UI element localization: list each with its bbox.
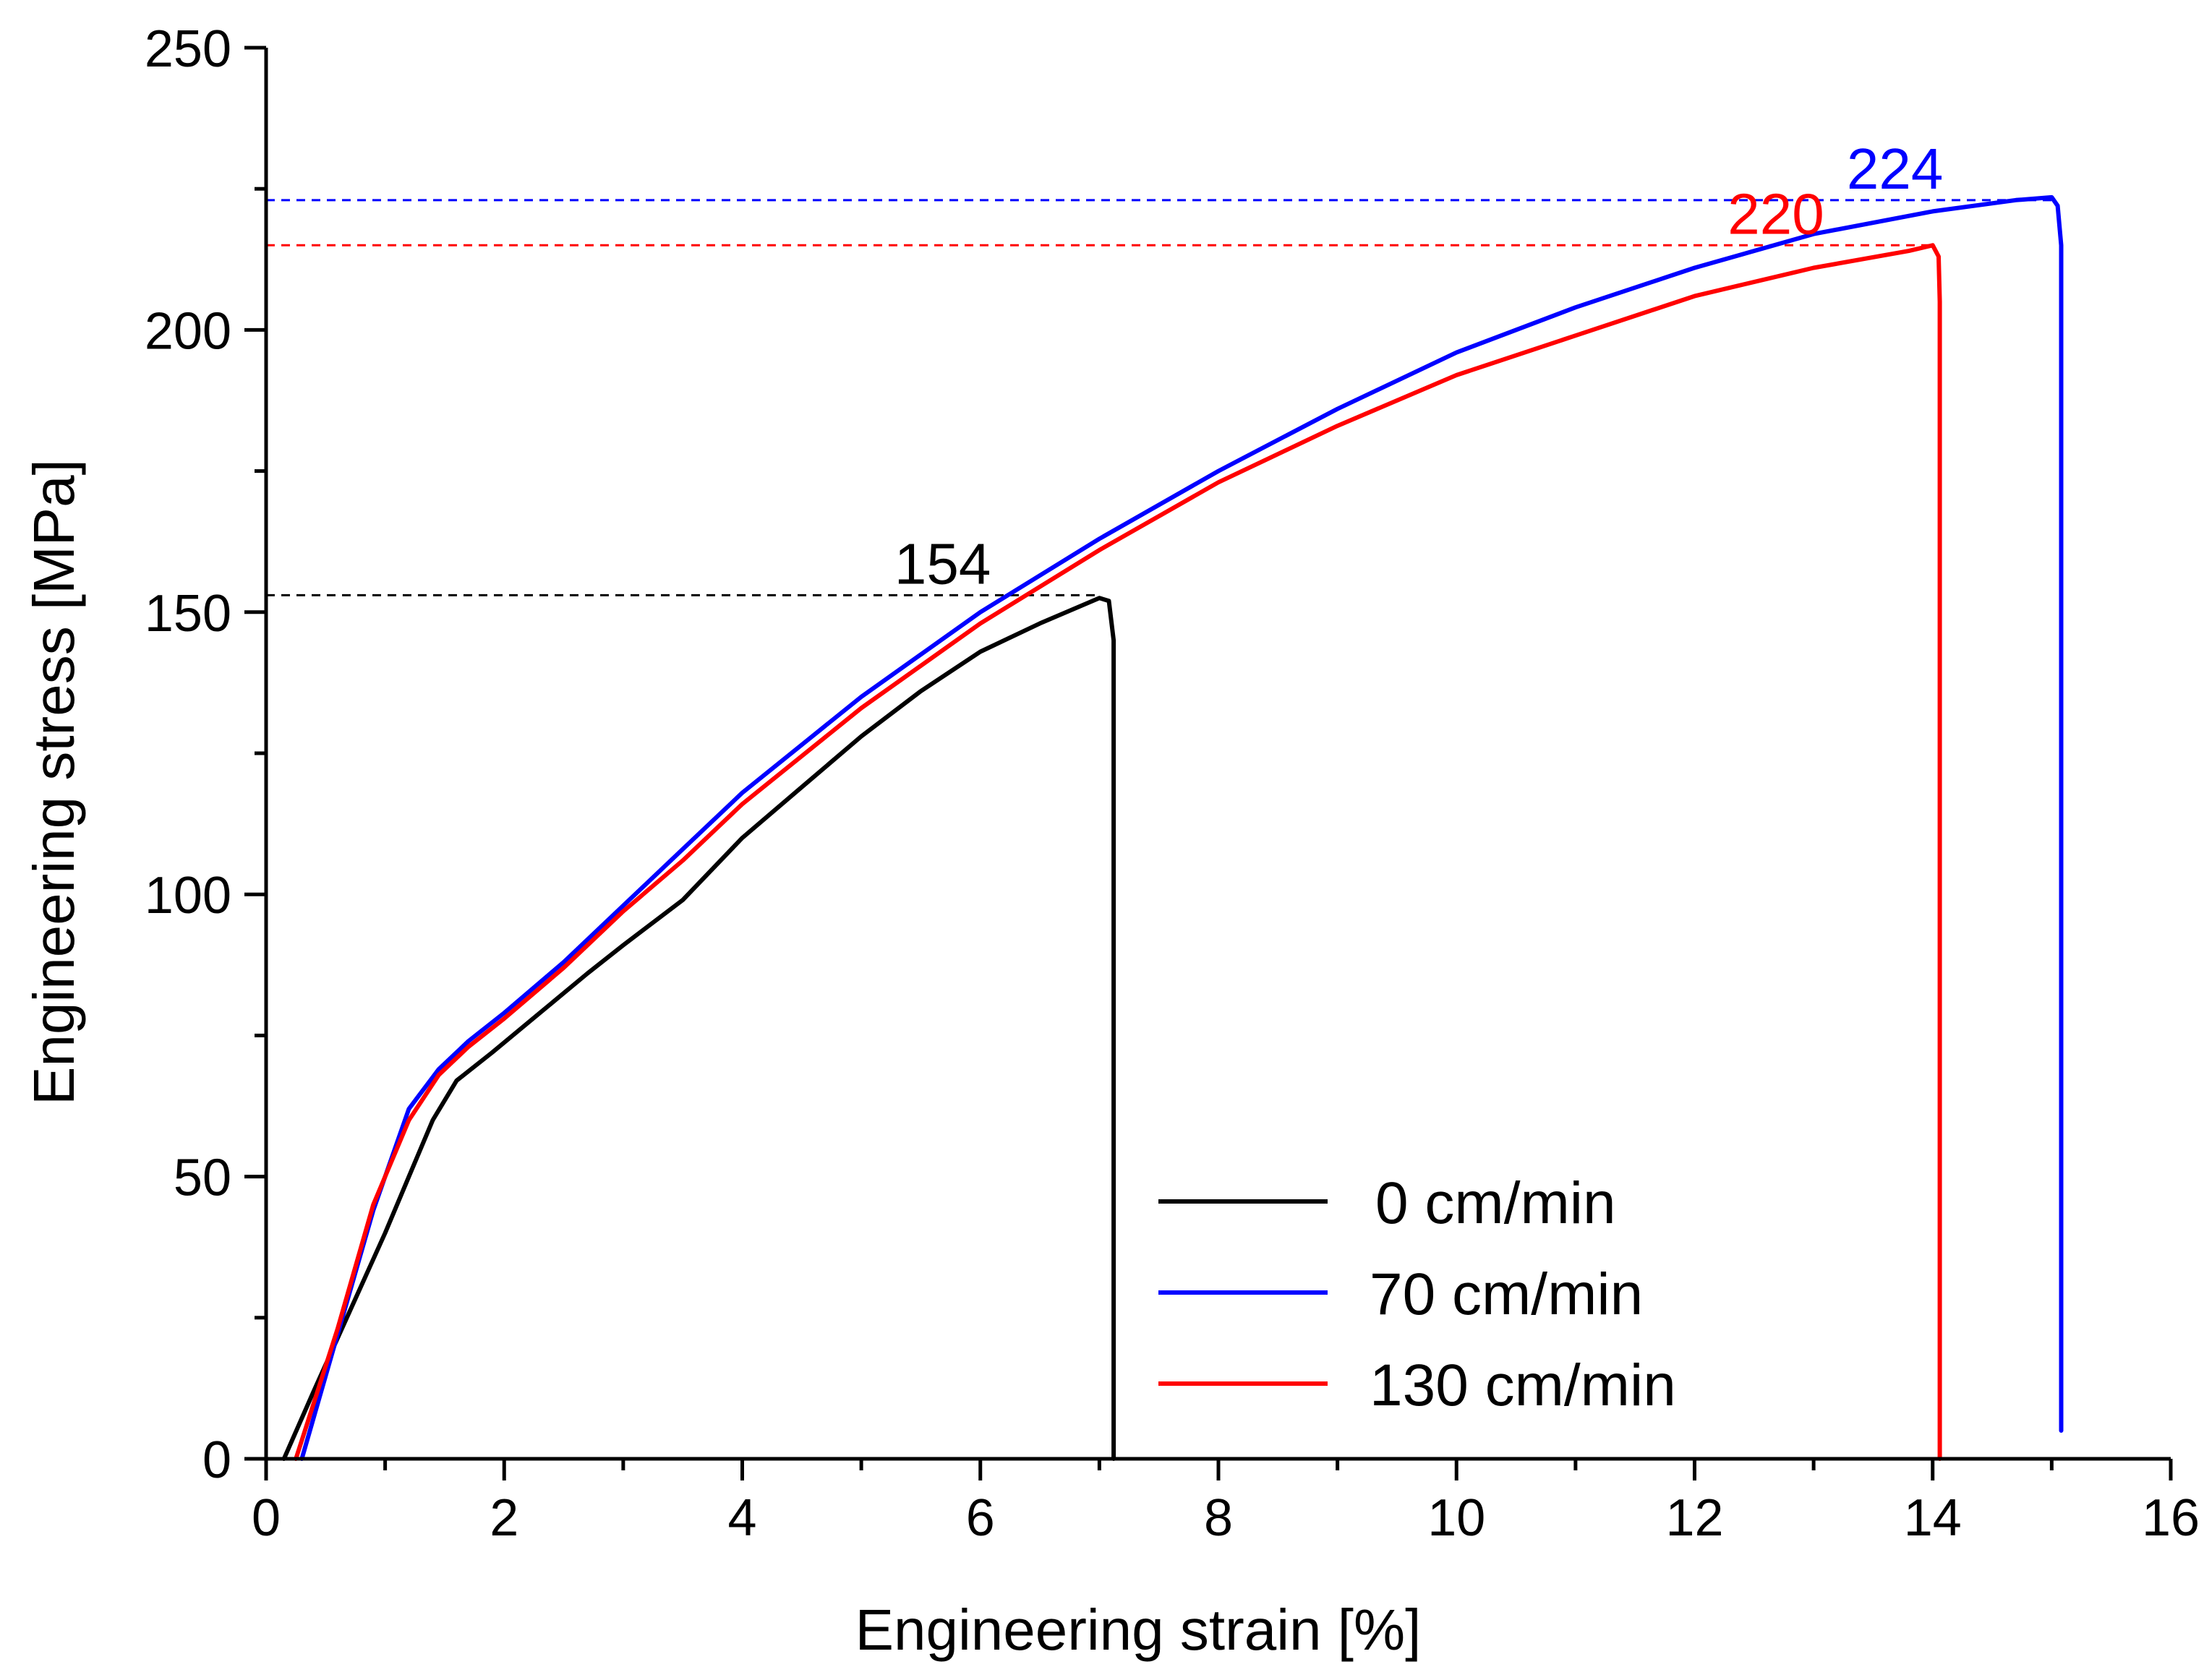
- x-tick-label-6: 6: [966, 1489, 995, 1547]
- x-tick-label-16: 16: [2142, 1489, 2200, 1547]
- peak-label-0: 154: [894, 531, 991, 596]
- y-tick-label-0: 0: [202, 1431, 231, 1489]
- y-tick-labels: 0 50 100 150 200 250: [145, 20, 231, 1489]
- series-line-2: [294, 243, 1942, 1461]
- x-tick-label-4: 4: [727, 1489, 756, 1547]
- y-axis-title: Engineering stress [MPa]: [22, 459, 86, 1105]
- legend-label-0: 0 cm/min: [1375, 1170, 1616, 1236]
- peak-label-1: 224: [1847, 137, 1943, 201]
- series-line-1: [299, 194, 2064, 1461]
- x-ticks: [264, 1459, 2173, 1480]
- legend-label-2: 130 cm/min: [1370, 1353, 1676, 1418]
- y-tick-label-50: 50: [174, 1149, 231, 1207]
- x-axis-title: Engineering strain [%]: [855, 1598, 1422, 1662]
- legend-item-1: 70 cm/min: [1158, 1261, 1643, 1327]
- x-tick-label-8: 8: [1204, 1489, 1233, 1547]
- x-tick-label-12: 12: [1665, 1489, 1723, 1547]
- axes: [264, 48, 2171, 1461]
- y-ticks: [244, 46, 266, 1461]
- peak-reference-lines: [266, 199, 2052, 596]
- x-tick-label-0: 0: [252, 1489, 281, 1547]
- x-tick-label-2: 2: [490, 1489, 518, 1547]
- y-tick-label-200: 200: [145, 302, 231, 360]
- y-tick-label-150: 150: [145, 585, 231, 643]
- legend: 0 cm/min 70 cm/min 130 cm/min: [1158, 1170, 1676, 1418]
- series-layer: [281, 194, 2064, 1461]
- legend-item-2: 130 cm/min: [1158, 1353, 1676, 1418]
- x-tick-labels: 0 2 4 6 8 10 12 14 16: [252, 1489, 2200, 1547]
- x-tick-label-14: 14: [1904, 1489, 1962, 1547]
- y-tick-label-250: 250: [145, 20, 231, 78]
- peak-label-2: 220: [1727, 181, 1824, 246]
- x-tick-label-10: 10: [1427, 1489, 1485, 1547]
- legend-item-0: 0 cm/min: [1158, 1170, 1616, 1236]
- peak-labels: 154 224 220: [894, 137, 1943, 596]
- series-line-0: [281, 596, 1116, 1461]
- y-tick-label-100: 100: [145, 867, 231, 925]
- legend-label-1: 70 cm/min: [1370, 1261, 1643, 1327]
